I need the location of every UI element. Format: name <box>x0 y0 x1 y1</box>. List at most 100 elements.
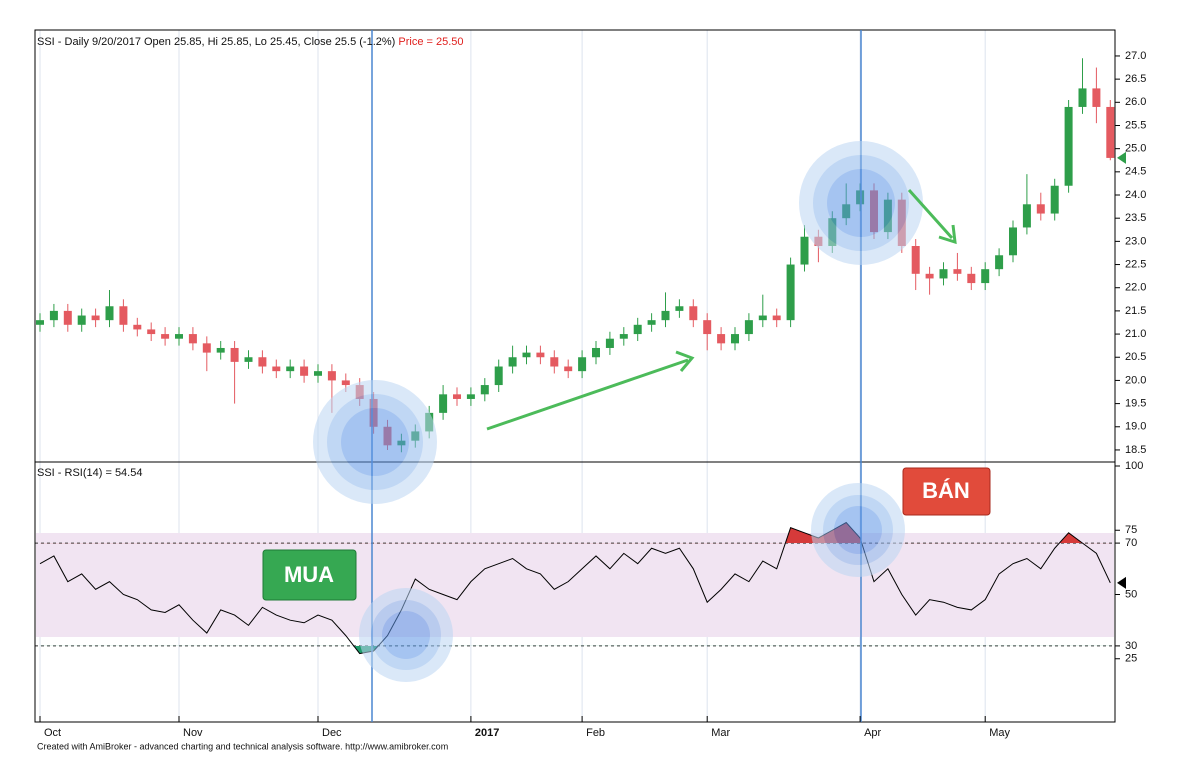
candle-body <box>772 315 781 321</box>
candle-body <box>286 366 295 372</box>
y-tick-label: 18.5 <box>1125 444 1146 456</box>
candle-body <box>536 352 545 358</box>
candle-body <box>175 334 183 339</box>
y-tick-label: 27.0 <box>1125 50 1146 62</box>
candle-body <box>1064 106 1073 186</box>
candle-body <box>91 315 100 321</box>
x-tick-label: 2017 <box>475 727 499 739</box>
y-tick-label: 24.5 <box>1125 166 1146 178</box>
y-tick-label: 30 <box>1125 640 1137 652</box>
candle-body <box>731 334 739 344</box>
candle-body <box>578 357 587 372</box>
price-title: SSI - Daily 9/20/2017 Open 25.85, Hi 25.… <box>37 36 464 48</box>
candle-body <box>494 366 503 386</box>
candle-body <box>550 357 559 367</box>
candle-body <box>230 347 239 362</box>
candle-body <box>216 347 225 353</box>
y-tick-label: 25 <box>1125 653 1137 665</box>
rsi-line <box>39 521 1111 655</box>
y-tick-label: 50 <box>1125 588 1137 600</box>
candle-body <box>675 306 684 311</box>
y-tick-label: 23.0 <box>1125 235 1146 247</box>
sell-label: BÁN <box>922 478 970 503</box>
candle-body <box>1036 204 1045 214</box>
candle-body <box>592 347 600 358</box>
candle-body <box>327 371 336 381</box>
buy-label: MUA <box>284 562 334 587</box>
candle-body <box>63 310 72 325</box>
candle-body <box>786 264 795 321</box>
candle-body <box>939 269 948 279</box>
title-text: SSI - Daily 9/20/2017 Open 25.85, Hi 25.… <box>37 36 395 48</box>
candle-body <box>202 343 211 353</box>
y-tick-label: 26.5 <box>1125 73 1146 85</box>
candle-body <box>147 329 156 335</box>
candle-body <box>466 394 475 399</box>
candle-body <box>911 246 920 274</box>
candle-body <box>480 385 489 395</box>
y-tick-label: 22.5 <box>1125 258 1146 270</box>
last-price-marker <box>1117 151 1126 164</box>
y-tick-label: 21.5 <box>1125 305 1146 317</box>
candle-body <box>619 334 628 339</box>
candle-body <box>258 357 267 367</box>
y-tick-label: 21.0 <box>1125 328 1146 340</box>
candle-body <box>1009 227 1017 256</box>
candle-body <box>953 269 962 274</box>
candle-body <box>439 394 448 413</box>
candle-body <box>1092 88 1101 107</box>
rsi-title: SSI - RSI(14) = 54.54 <box>37 467 142 479</box>
candle-body <box>314 371 322 376</box>
y-tick-label: 25.0 <box>1125 143 1146 155</box>
candle-body <box>647 320 656 325</box>
x-tick-label: May <box>989 727 1010 739</box>
candle-body <box>188 334 197 344</box>
price-text: Price = 25.50 <box>398 36 463 48</box>
x-tick-label: Nov <box>183 727 203 739</box>
y-tick-label: 25.5 <box>1125 119 1146 131</box>
candle-body <box>1050 185 1059 214</box>
candle-body <box>981 269 990 284</box>
candle-body <box>49 310 58 321</box>
candle-body <box>300 366 309 376</box>
last-value-marker <box>1117 576 1126 589</box>
y-tick-label: 70 <box>1125 537 1137 549</box>
candle-body <box>995 255 1004 270</box>
y-tick-label: 75 <box>1125 524 1137 536</box>
candle-body <box>744 320 753 335</box>
y-tick-label: 24.0 <box>1125 189 1146 201</box>
y-tick-label: 26.0 <box>1125 96 1146 108</box>
footer: Created with AmiBroker - advanced charti… <box>37 741 448 751</box>
sell-badge <box>902 467 991 516</box>
buy-badge <box>262 549 357 601</box>
highlight <box>313 141 923 682</box>
candle-body <box>605 338 614 348</box>
candle-body <box>105 306 114 321</box>
candle-body <box>633 324 642 335</box>
candle-body <box>689 306 698 321</box>
candle-body <box>244 357 253 362</box>
rsi-band <box>36 533 1114 637</box>
candle-body <box>119 306 128 325</box>
frame <box>34 29 1116 723</box>
candle-body <box>661 310 670 321</box>
x-tick-label: Mar <box>711 727 730 739</box>
candle-body <box>967 273 976 284</box>
candle-body <box>36 320 44 325</box>
x-tick-label: Apr <box>864 727 881 739</box>
candle-body <box>1078 88 1087 107</box>
candle-body <box>133 324 142 330</box>
x-tick-label: Feb <box>586 727 605 739</box>
x-tick-label: Dec <box>322 727 342 739</box>
candle-body <box>800 236 809 265</box>
candle-body <box>758 315 767 321</box>
y-tick-label: 19.0 <box>1125 421 1146 433</box>
candle-body <box>161 334 170 339</box>
x-tick-label: Oct <box>44 727 61 739</box>
y-tick-label: 20.0 <box>1125 374 1146 386</box>
candle-body <box>272 366 281 372</box>
candle-body <box>1106 106 1115 158</box>
candle-body <box>508 357 517 367</box>
